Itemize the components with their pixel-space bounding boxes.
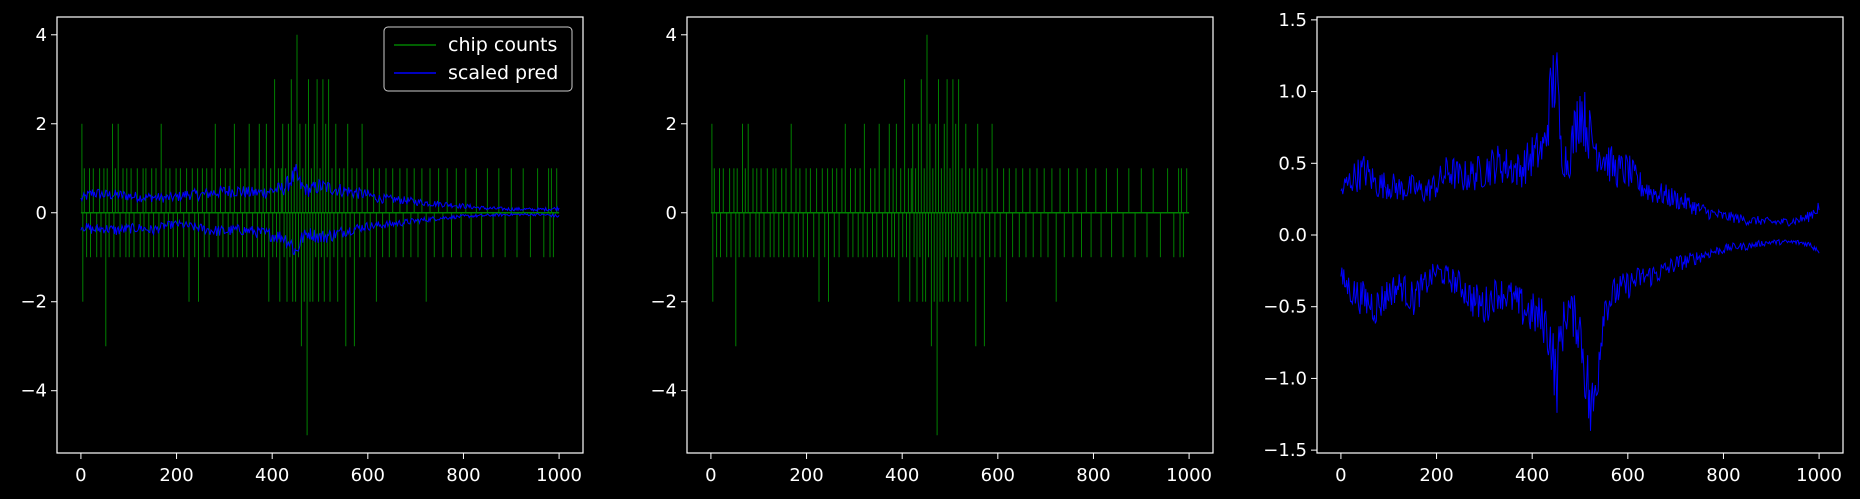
x-tick-label: 200 <box>1419 465 1453 486</box>
y-tick-label: −4 <box>650 381 677 402</box>
x-tick-label: 1000 <box>1796 465 1842 486</box>
line-scaled-pred-lower <box>1340 238 1820 431</box>
y-tick-label: 2 <box>36 114 47 135</box>
x-tick-label: 800 <box>1706 465 1740 486</box>
plot-area-1 <box>710 34 1190 436</box>
x-tick-label: 0 <box>705 465 716 486</box>
legend-label-scaled-pred: scaled pred <box>448 62 558 84</box>
x-tick-label: 0 <box>1335 465 1346 486</box>
legend: chip counts scaled pred <box>383 26 573 92</box>
x-tick-label: 200 <box>789 465 823 486</box>
line-scaled-pred-upper <box>80 164 560 213</box>
x-tick-label: 200 <box>159 465 193 486</box>
line-scaled-pred-lower <box>80 212 560 256</box>
y-tick-label: 1.5 <box>1278 10 1307 31</box>
x-tick-label: 800 <box>446 465 480 486</box>
x-tick-label: 400 <box>885 465 919 486</box>
y-tick-label: 1.0 <box>1278 82 1307 103</box>
left-panel: 0 200 400 600 800 1000 −4 −2 0 2 4 <box>20 16 584 486</box>
x-tick-label: 1000 <box>1166 465 1212 486</box>
plot-area-0 <box>80 34 560 436</box>
y-tick-label: 0.0 <box>1278 225 1307 246</box>
right-panel: 0 200 400 600 800 1000 −1.5 −1.0 −0.5 0.0 0.5 1.0 1.… <box>1263 10 1844 486</box>
x-tick-label: 1000 <box>536 465 582 486</box>
plot-area-2 <box>1340 52 1820 431</box>
y-tick-label: −2 <box>20 292 47 313</box>
x-tick-label: 0 <box>75 465 86 486</box>
y-tick-label: 4 <box>666 25 677 46</box>
axes-frame-0 <box>56 16 584 454</box>
x-tick-label: 400 <box>1515 465 1549 486</box>
x-tick-label: 800 <box>1076 465 1110 486</box>
legend-box <box>383 26 573 92</box>
x-tick-label: 600 <box>1611 465 1645 486</box>
y-tick-label: 0.5 <box>1278 153 1307 174</box>
y-tick-label: 2 <box>666 114 677 135</box>
line-scaled-pred-upper <box>1340 52 1820 227</box>
y-tick-label: −1.0 <box>1263 368 1307 389</box>
legend-label-chip-counts: chip counts <box>448 34 557 56</box>
middle-panel: 0 200 400 600 800 1000 −4 −2 0 2 4 <box>650 16 1214 486</box>
y-tick-label: −1.5 <box>1263 440 1307 461</box>
x-tick-label: 400 <box>255 465 289 486</box>
x-tick-label: 600 <box>981 465 1015 486</box>
y-tick-label: 0 <box>666 203 677 224</box>
axes-frame-1 <box>686 16 1214 454</box>
y-tick-label: −2 <box>650 292 677 313</box>
x-tick-label: 600 <box>351 465 385 486</box>
y-tick-label: −4 <box>20 381 47 402</box>
y-tick-label: −0.5 <box>1263 297 1307 318</box>
y-tick-label: 4 <box>36 25 47 46</box>
y-tick-label: 0 <box>36 203 47 224</box>
